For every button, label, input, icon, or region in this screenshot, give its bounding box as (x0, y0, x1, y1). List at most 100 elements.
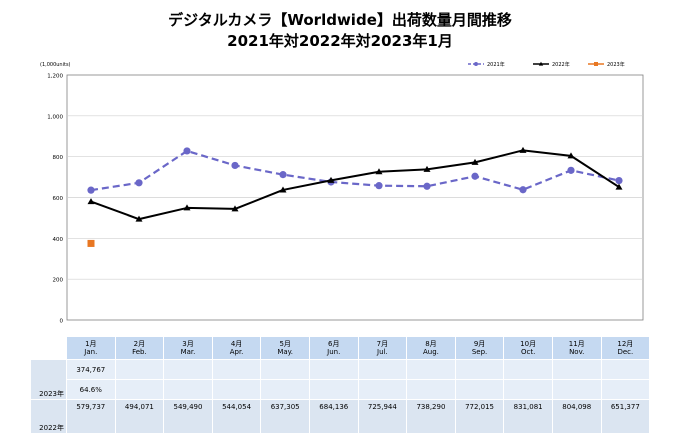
y-tick-label: 1,000 (47, 114, 63, 120)
month-header: 5月 May. (260, 336, 310, 360)
cell-2022-value: 544,054 (211, 399, 262, 434)
month-ja: 8月 (425, 340, 437, 348)
cell-2023-value (406, 359, 456, 380)
month-ja: 12月 (617, 340, 634, 348)
data-point-2022 (375, 168, 383, 175)
y-unit-label: (1,000units) (40, 62, 71, 68)
cell-2022-value: 804,098 (551, 399, 602, 434)
month-en: Oct. (520, 348, 536, 356)
cell-2022-value: 831,081 (503, 399, 553, 434)
data-point-2021 (471, 172, 479, 180)
cell-2022-value: 549,490 (163, 399, 213, 434)
data-point-2022 (567, 152, 575, 159)
y-tick-label: 0 (60, 319, 64, 325)
data-point-2022 (183, 204, 191, 211)
line-chart: 0 200 400 600 800 1,000 1,200 (1,000units) 2021年… (40, 61, 644, 325)
month-header: 8月 Aug. (406, 336, 456, 360)
table-corner (30, 336, 67, 360)
data-table: 1月 Jan. 2月 Feb. 3月 Mar. 4月 Apr. 5月 May. 6月 Jun. 7月 Ju… (30, 336, 651, 434)
cell-2022-value: 725,944 (357, 399, 408, 434)
month-header: 9月 Sep. (454, 336, 505, 360)
data-point-2023 (87, 239, 95, 247)
cell-2023-ratio (551, 379, 602, 400)
data-point-2022 (279, 186, 287, 193)
cell-2023-ratio: 64.6% (66, 379, 116, 400)
month-ja: 11月 (568, 340, 585, 348)
cell-2023-ratio (600, 379, 651, 400)
cell-2023-value: 374,767 (66, 359, 116, 380)
data-point-2021 (183, 147, 191, 155)
legend-label: 2022年 (552, 61, 570, 68)
month-header: 6月 Jun. (308, 336, 359, 360)
cell-2023-value (211, 359, 262, 380)
row-label-2023: 2023年 (30, 359, 67, 400)
cell-2023-ratio (163, 379, 213, 400)
y-tick-label: 400 (53, 237, 64, 243)
row-label-2022: 2022年 (30, 399, 67, 434)
month-ja: 6月 (328, 340, 340, 348)
cell-2022-value: 637,305 (260, 399, 310, 434)
cell-2023-value (551, 359, 602, 380)
month-ja: 5月 (279, 340, 291, 348)
cell-2023-ratio (260, 379, 310, 400)
month-ja: 3月 (182, 340, 194, 348)
data-point-2022 (519, 146, 527, 153)
month-ja: 1月 (85, 340, 97, 348)
cell-2022-value: 684,136 (308, 399, 359, 434)
series-line-1 (90, 149, 620, 221)
month-ja: 7月 (376, 340, 389, 348)
data-point-2022 (423, 165, 431, 172)
cell-2023-value (600, 359, 651, 380)
month-en: Aug. (423, 348, 439, 356)
month-en: Apr. (229, 348, 244, 356)
series-line-0 (90, 149, 620, 192)
month-ja: 9月 (473, 340, 486, 348)
cell-2023-value (454, 359, 505, 380)
data-point-2022 (615, 183, 623, 190)
cell-2023-value (357, 359, 408, 380)
month-header: 2月 Feb. (114, 336, 165, 360)
y-tick-label: 200 (53, 278, 64, 284)
month-en: Sep. (471, 348, 488, 356)
month-en: Jan. (84, 348, 98, 356)
month-en: Mar. (180, 348, 196, 356)
cell-2022-value: 494,071 (114, 399, 165, 434)
month-header: 7月 Jul. (357, 336, 408, 360)
cell-2023-ratio (406, 379, 456, 400)
data-point-2021 (567, 166, 575, 174)
month-en: Jul. (377, 348, 388, 356)
legend-marker (594, 62, 598, 66)
chart-title: デジタルカメラ【Worldwide】出荷数量月間推移 (168, 11, 512, 29)
data-point-2021 (279, 171, 287, 179)
data-point-2022 (471, 158, 479, 165)
cell-2023-ratio (503, 379, 553, 400)
cell-2022-value: 772,015 (454, 399, 505, 434)
cell-2022-value: 738,290 (406, 399, 456, 434)
data-point-2021 (231, 161, 239, 170)
cell-2023-value (308, 359, 359, 380)
month-en: Jun. (327, 348, 341, 356)
cell-2023-ratio (308, 379, 359, 400)
data-point-2021 (615, 176, 623, 185)
month-header: 12月 Dec. (600, 336, 651, 360)
month-ja: 4月 (230, 340, 243, 348)
cell-2022-value: 579,737 (66, 399, 116, 434)
month-en: Feb. (132, 348, 147, 356)
data-point-2021 (87, 186, 95, 194)
legend-marker (474, 62, 478, 66)
cell-2022-value: 651,377 (600, 399, 651, 434)
cell-2023-ratio (114, 379, 165, 400)
data-point-2022 (135, 215, 143, 222)
cell-2023-ratio (454, 379, 505, 400)
month-header: 4月 Apr. (211, 336, 262, 360)
month-ja: 10月 (520, 340, 537, 348)
month-header: 3月 Mar. (163, 336, 213, 360)
data-point-2021 (519, 186, 527, 194)
legend-label: 2023年 (607, 61, 625, 68)
month-ja: 2月 (133, 340, 146, 348)
data-point-2021 (423, 182, 431, 190)
cell-2023-value (114, 359, 165, 380)
legend-marker (538, 61, 544, 66)
month-header: 1月 Jan. (66, 336, 116, 360)
cell-2023-value (260, 359, 310, 380)
